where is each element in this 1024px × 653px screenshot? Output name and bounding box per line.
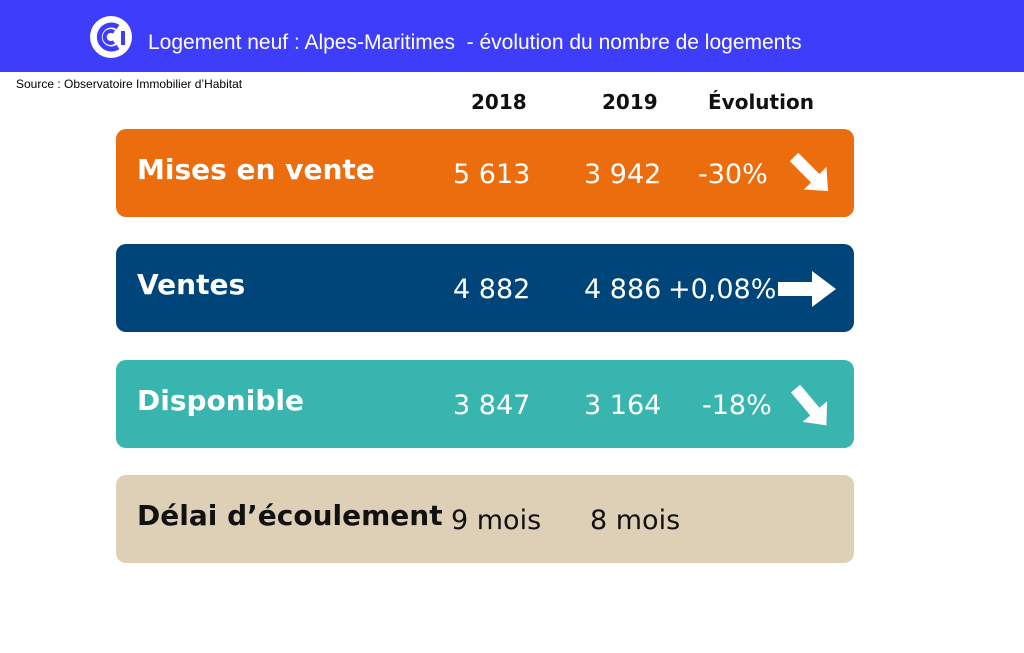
page-title: Logement neuf : Alpes-Maritimes - évolut… (148, 31, 802, 54)
column-header-2018: 2018 (471, 90, 527, 114)
value-evolution: -18% (702, 390, 772, 421)
arrow-right-icon (778, 271, 836, 307)
arrow-down-right-icon (789, 152, 828, 191)
row-label: Disponible (137, 384, 304, 417)
value-evolution: +0,08% (668, 274, 777, 305)
value-2018: 9 mois (451, 505, 542, 536)
source-note: Source : Observatoire Immobilier d’Habit… (16, 77, 243, 91)
row-label: Ventes (137, 268, 246, 301)
column-header-evolution: Évolution (708, 90, 814, 114)
value-2019: 3 942 (584, 159, 662, 190)
row-label: Mises en vente (137, 153, 375, 186)
value-2018: 4 882 (453, 274, 531, 305)
row-delai-ecoulement: Délai d’écoulement 9 mois 8 mois (116, 475, 854, 563)
column-header-2019: 2019 (602, 90, 658, 114)
value-2018: 3 847 (453, 390, 531, 421)
header-banner: Logement neuf : Alpes-Maritimes - évolut… (0, 0, 1024, 72)
value-2019: 8 mois (590, 505, 681, 536)
arrow-down-right-icon (790, 384, 828, 426)
value-2019: 4 886 (584, 274, 662, 305)
value-2018: 5 613 (453, 159, 531, 190)
value-evolution: -30% (698, 159, 768, 190)
cci-logo-icon (90, 16, 132, 58)
row-mises-en-vente: Mises en vente 5 613 3 942 -30% (116, 129, 854, 217)
row-disponible: Disponible 3 847 3 164 -18% (116, 360, 854, 448)
value-2019: 3 164 (584, 390, 662, 421)
row-ventes: Ventes 4 882 4 886 +0,08% (116, 244, 854, 332)
row-label: Délai d’écoulement (137, 499, 443, 532)
